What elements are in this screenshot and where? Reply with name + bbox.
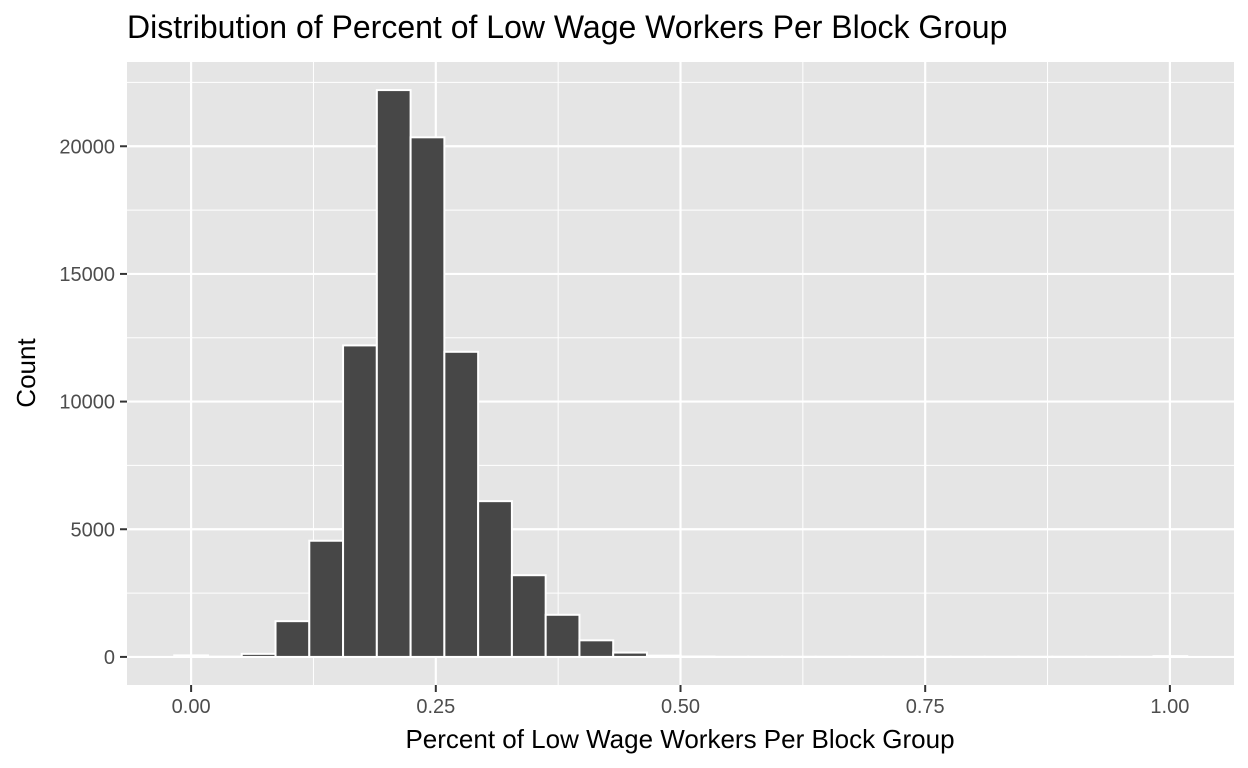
y-tick-label: 5000 — [71, 519, 116, 541]
histogram-bar — [409, 136, 446, 658]
histogram-bar — [544, 613, 581, 658]
histogram-bars — [173, 89, 1189, 658]
x-tick-label: 0.25 — [416, 696, 455, 718]
histogram-bar — [578, 639, 615, 658]
x-tick-label: 0.75 — [906, 696, 945, 718]
x-tick-label: 0.00 — [172, 696, 211, 718]
histogram-bar — [342, 344, 378, 658]
histogram-bar — [274, 620, 311, 658]
y-tick-label: 10000 — [59, 392, 115, 414]
histogram-bar — [612, 651, 648, 658]
y-axis-title: Count — [11, 338, 41, 408]
histogram-bar — [645, 654, 682, 658]
histogram-bar — [477, 500, 513, 658]
histogram-bar — [510, 574, 547, 658]
x-tick-label: 1.00 — [1150, 696, 1189, 718]
histogram-bar — [375, 89, 412, 658]
histogram-bar — [308, 539, 345, 658]
y-tick-label: 20000 — [59, 136, 115, 158]
y-axis: 0 5000 10000 15000 20000 — [59, 136, 127, 669]
x-axis: 0.00 0.25 0.50 0.75 1.00 — [172, 685, 1189, 718]
histogram-bar — [173, 654, 209, 658]
histogram-bar — [1152, 655, 1189, 658]
y-tick-label: 0 — [104, 647, 115, 669]
x-axis-title: Percent of Low Wage Workers Per Block Gr… — [405, 724, 954, 754]
y-tick-label: 15000 — [59, 264, 115, 286]
histogram-bar — [443, 350, 480, 658]
chart-title: Distribution of Percent of Low Wage Work… — [127, 9, 1007, 45]
x-tick-label: 0.50 — [661, 696, 700, 718]
histogram-bar — [240, 652, 277, 658]
